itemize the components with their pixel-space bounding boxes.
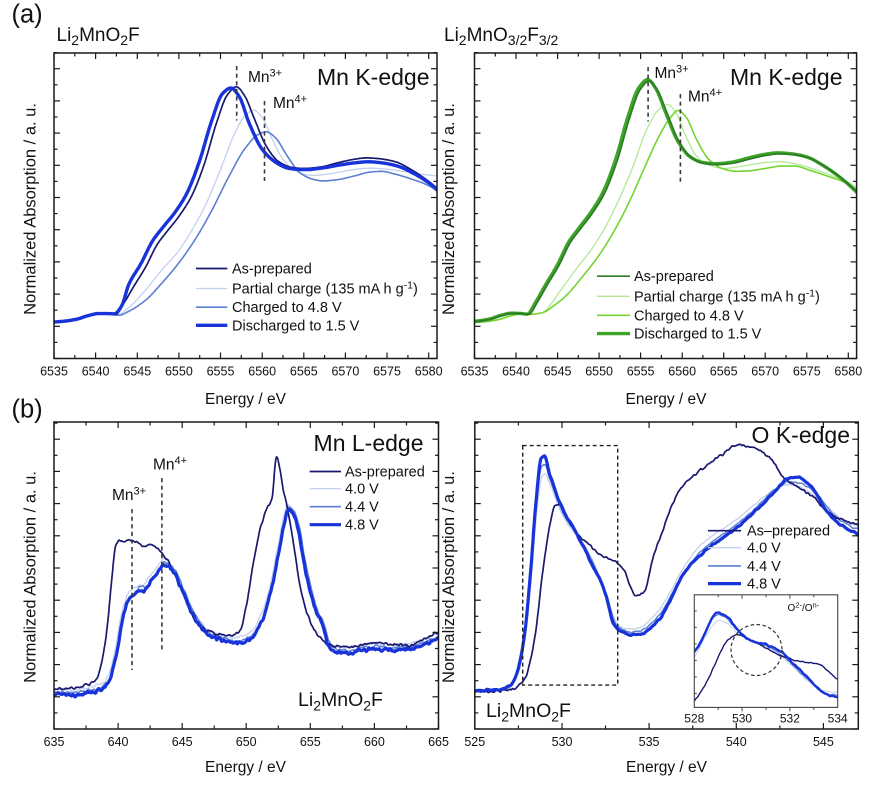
svg-text:Charged to 4.8 V: Charged to 4.8 V [232,300,342,316]
svg-text:As-prepared: As-prepared [634,269,714,285]
svg-text:532: 532 [780,712,800,726]
svg-text:Normalized Absorption / a. u.: Normalized Absorption / a. u. [22,103,40,315]
svg-text:640: 640 [108,735,129,749]
svg-text:525: 525 [464,735,485,749]
svg-text:6565: 6565 [710,365,738,379]
svg-text:4.8 V: 4.8 V [747,577,781,593]
svg-text:Discharged to 1.5 V: Discharged to 1.5 V [634,327,762,343]
svg-text:6540: 6540 [82,365,110,379]
svg-text:Energy / eV: Energy / eV [626,759,708,776]
svg-text:540: 540 [726,735,747,749]
svg-text:6545: 6545 [123,365,151,379]
svg-text:Li2MnO3/2F3/2: Li2MnO3/2F3/2 [444,25,559,48]
svg-text:6575: 6575 [373,365,401,379]
svg-text:Normalized Absorption / a. u.: Normalized Absorption / a. u. [22,471,40,683]
svg-text:530: 530 [552,735,573,749]
svg-text:4.4 V: 4.4 V [747,559,781,575]
svg-text:Discharged to 1.5 V: Discharged to 1.5 V [232,318,360,334]
svg-text:6550: 6550 [585,365,613,379]
svg-text:Partial charge (135 mA h g-1): Partial charge (135 mA h g-1) [634,287,820,305]
svg-text:6555: 6555 [207,365,235,379]
svg-text:6575: 6575 [793,365,821,379]
svg-text:655: 655 [300,735,321,749]
svg-text:Normalized Absorption / a. u.: Normalized Absorption / a. u. [440,103,458,315]
svg-text:Partial charge (135 mA h g-1): Partial charge (135 mA h g-1) [232,280,418,298]
svg-text:6550: 6550 [165,365,193,379]
svg-text:Charged to 4.8 V: Charged to 4.8 V [634,308,744,324]
svg-text:635: 635 [44,735,65,749]
svg-text:As-prepared: As-prepared [345,465,425,481]
svg-text:4.0 V: 4.0 V [747,541,781,557]
svg-text:650: 650 [236,735,257,749]
svg-text:Li2MnO2F: Li2MnO2F [486,700,571,724]
svg-text:6580: 6580 [834,365,862,379]
svg-text:Mn L-edge: Mn L-edge [314,430,424,456]
svg-text:6580: 6580 [415,365,443,379]
svg-text:Energy / eV: Energy / eV [626,391,708,408]
svg-text:O K-edge: O K-edge [752,422,850,448]
svg-text:535: 535 [639,735,660,749]
svg-text:As-prepared: As-prepared [232,262,312,278]
svg-text:6570: 6570 [751,365,779,379]
svg-text:Energy / eV: Energy / eV [205,759,287,776]
svg-text:6555: 6555 [627,365,655,379]
svg-text:4.0 V: 4.0 V [345,482,379,498]
svg-text:Li2MnO2F: Li2MnO2F [298,689,383,713]
svg-text:6570: 6570 [331,365,359,379]
svg-text:645: 645 [172,735,193,749]
svg-text:660: 660 [364,735,385,749]
svg-text:(b): (b) [12,396,43,424]
svg-text:534: 534 [828,712,848,726]
svg-text:6565: 6565 [290,365,318,379]
svg-text:Mn K-edge: Mn K-edge [730,64,843,90]
svg-text:6540: 6540 [502,365,530,379]
svg-text:4.4 V: 4.4 V [345,500,379,516]
svg-text:545: 545 [813,735,834,749]
svg-text:6560: 6560 [248,365,276,379]
svg-text:As–prepared: As–prepared [747,524,830,540]
svg-text:Li2MnO2F: Li2MnO2F [57,25,140,48]
svg-text:6560: 6560 [668,365,696,379]
svg-text:Mn K-edge: Mn K-edge [317,64,430,90]
svg-text:6535: 6535 [40,365,68,379]
svg-text:Normalized Absorption / a. u.: Normalized Absorption / a. u. [440,471,458,683]
svg-text:6545: 6545 [544,365,572,379]
svg-text:530: 530 [732,712,752,726]
svg-text:4.8 V: 4.8 V [345,518,379,534]
svg-text:(a): (a) [12,1,43,29]
svg-text:528: 528 [684,712,704,726]
svg-text:Energy / eV: Energy / eV [205,391,287,408]
svg-text:6535: 6535 [461,365,489,379]
svg-text:665: 665 [428,735,449,749]
